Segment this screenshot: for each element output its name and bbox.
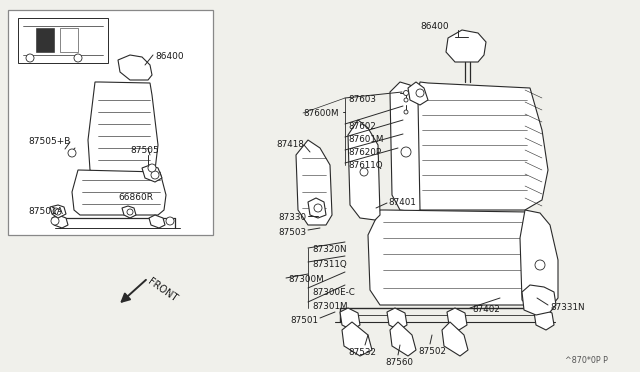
Text: 87560: 87560 <box>385 358 413 367</box>
Polygon shape <box>118 55 152 80</box>
Polygon shape <box>142 165 162 182</box>
Circle shape <box>360 168 368 176</box>
Text: 87330: 87330 <box>278 213 306 222</box>
Text: 66860R: 66860R <box>118 193 153 202</box>
Text: 87532: 87532 <box>348 348 376 357</box>
Circle shape <box>148 164 156 172</box>
Polygon shape <box>522 285 556 315</box>
Bar <box>36 28 54 52</box>
Circle shape <box>416 89 424 97</box>
Polygon shape <box>447 308 467 330</box>
Circle shape <box>51 217 59 225</box>
Polygon shape <box>387 308 407 330</box>
Circle shape <box>68 149 76 157</box>
Text: 86400: 86400 <box>420 22 449 31</box>
Text: 87300E-C: 87300E-C <box>312 288 355 297</box>
Text: 87401: 87401 <box>388 198 416 207</box>
Text: ^870*0P P: ^870*0P P <box>565 356 608 365</box>
Text: 87620P: 87620P <box>348 148 381 157</box>
Text: 87502: 87502 <box>418 347 446 356</box>
Circle shape <box>404 110 408 114</box>
Polygon shape <box>368 210 548 305</box>
Text: 87418: 87418 <box>276 140 304 149</box>
Text: 87300M: 87300M <box>288 275 324 284</box>
Text: 87311Q: 87311Q <box>312 260 347 269</box>
Polygon shape <box>348 120 380 220</box>
Circle shape <box>55 209 61 215</box>
Text: 87601M: 87601M <box>348 135 383 144</box>
Polygon shape <box>50 205 66 218</box>
Polygon shape <box>149 215 165 228</box>
Text: 87501: 87501 <box>290 316 318 325</box>
Text: 87320N: 87320N <box>312 245 346 254</box>
Circle shape <box>314 204 322 212</box>
Text: 86400: 86400 <box>155 52 184 61</box>
Circle shape <box>166 217 174 225</box>
Polygon shape <box>72 170 166 215</box>
Bar <box>60 28 78 52</box>
Text: FRONT: FRONT <box>147 276 179 303</box>
Text: 87501A: 87501A <box>28 207 63 216</box>
Circle shape <box>26 54 34 62</box>
Circle shape <box>403 90 408 96</box>
Polygon shape <box>520 210 558 308</box>
Text: 87402: 87402 <box>472 305 500 314</box>
Polygon shape <box>442 322 468 356</box>
Text: 87600M: 87600M <box>303 109 339 118</box>
Text: 87331N: 87331N <box>550 303 584 312</box>
Polygon shape <box>534 308 554 330</box>
Polygon shape <box>408 82 548 210</box>
Polygon shape <box>52 215 68 228</box>
Polygon shape <box>342 322 372 356</box>
Polygon shape <box>296 140 332 225</box>
Polygon shape <box>390 322 416 356</box>
Circle shape <box>535 260 545 270</box>
Text: 87505: 87505 <box>130 146 159 155</box>
Bar <box>8 10 213 235</box>
Circle shape <box>404 98 408 102</box>
Polygon shape <box>88 82 158 175</box>
Polygon shape <box>390 82 420 212</box>
Circle shape <box>127 209 133 215</box>
Text: 87611Q: 87611Q <box>348 161 383 170</box>
Polygon shape <box>308 198 326 218</box>
Circle shape <box>401 147 411 157</box>
Circle shape <box>74 54 82 62</box>
Text: 87301M: 87301M <box>312 302 348 311</box>
Text: 87503: 87503 <box>278 228 306 237</box>
Polygon shape <box>446 30 486 62</box>
Text: 87603: 87603 <box>348 95 376 104</box>
Polygon shape <box>340 308 360 330</box>
Polygon shape <box>122 206 136 218</box>
Bar <box>18 18 108 63</box>
Text: 87602: 87602 <box>348 122 376 131</box>
Circle shape <box>53 208 59 214</box>
Circle shape <box>151 171 159 179</box>
Text: 87505+B: 87505+B <box>28 137 70 146</box>
Polygon shape <box>408 82 428 105</box>
